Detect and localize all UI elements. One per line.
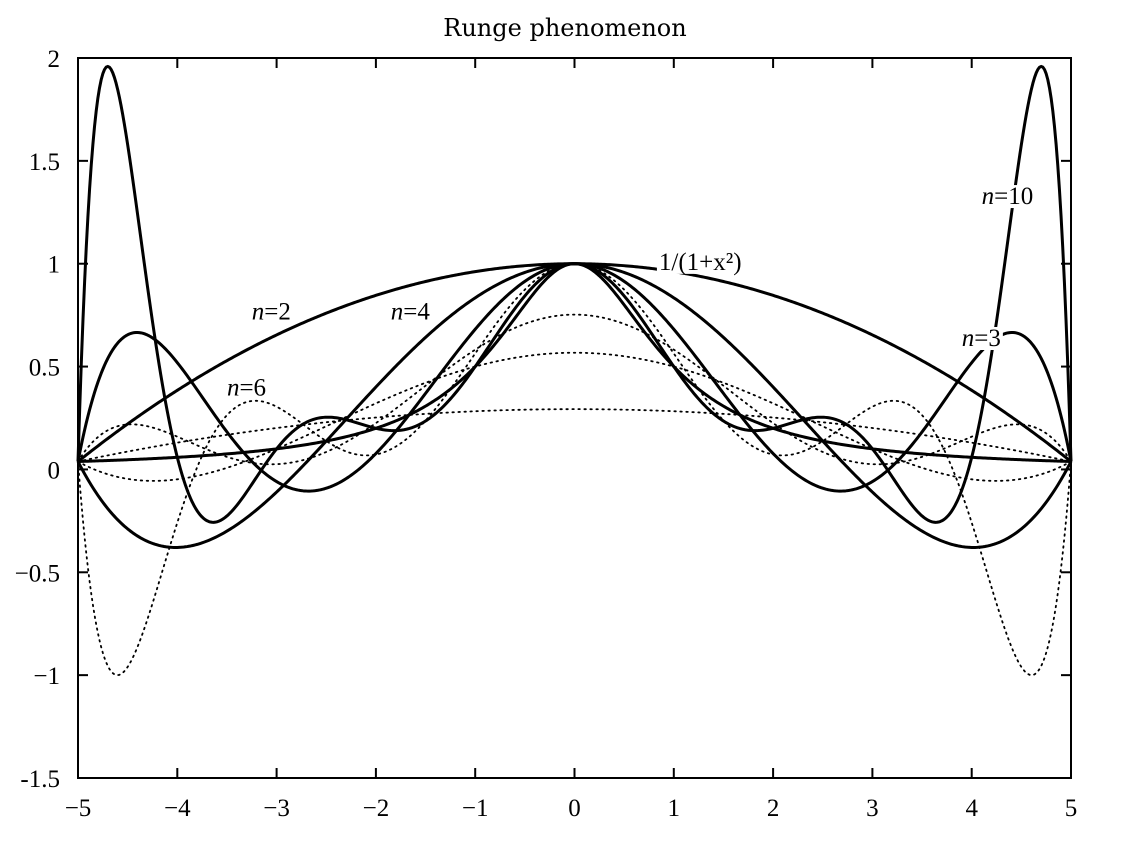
x-tick-label-3: −2	[363, 795, 390, 822]
plot-annotations: n=2 n=4 n=6 n=10 n=3 1/(1+x²)	[224, 183, 1036, 401]
y-tick-label-1: −1	[33, 663, 60, 690]
plot-frame	[77, 57, 1072, 779]
annotation-2: n=6	[224, 374, 269, 401]
y-tick-label-6: 1.5	[29, 149, 60, 176]
x-tick-label-6: 1	[668, 795, 681, 822]
svg-text:1/(1+x²): 1/(1+x²)	[659, 249, 742, 276]
svg-text:n=6: n=6	[227, 374, 266, 401]
y-tick-label-7: 2	[48, 46, 61, 73]
x-axis-ticks: −5 −4 −3 −2 −1 0 1 2 3 4 5	[65, 58, 1078, 822]
x-tick-label-10: 5	[1065, 795, 1078, 822]
y-tick-label-0: -1.5	[20, 766, 60, 793]
series-line-6	[77, 351, 1072, 482]
x-tick-label-2: −3	[263, 795, 290, 822]
svg-text:n=10: n=10	[982, 183, 1034, 210]
plot-curves	[76, 64, 1073, 677]
series-line-4	[76, 64, 1073, 524]
series-line-2	[76, 262, 1073, 549]
annotation-0: n=2	[249, 298, 293, 325]
x-tick-label-1: −4	[164, 795, 191, 822]
x-tick-label-0: −5	[65, 795, 92, 822]
svg-text:n=3: n=3	[962, 325, 1001, 352]
x-tick-label-8: 3	[866, 795, 879, 822]
y-tick-label-2: −0.5	[15, 560, 60, 587]
x-tick-label-9: 4	[965, 795, 978, 822]
series-line-7	[77, 313, 1072, 466]
y-tick-label-3: 0	[48, 457, 61, 484]
y-tick-label-4: 0.5	[29, 355, 60, 382]
annotation-1: n=4	[388, 298, 433, 325]
svg-text:n=2: n=2	[252, 298, 291, 325]
x-tick-label-5: 0	[568, 795, 581, 822]
series-line-8	[77, 262, 1072, 677]
x-tick-label-4: −1	[462, 795, 489, 822]
series-line-5	[77, 408, 1072, 463]
annotation-4: n=3	[959, 325, 1003, 352]
y-tick-label-5: 1	[48, 252, 61, 279]
x-tick-label-7: 2	[767, 795, 780, 822]
y-axis-ticks: -1.5 −1 −0.5 0 0.5 1 1.5 2	[15, 46, 1071, 793]
chart-title: Runge phenomenon	[443, 14, 686, 42]
annotation-5: 1/(1+x²)	[656, 249, 744, 276]
annotation-3: n=10	[979, 183, 1036, 210]
svg-text:n=4: n=4	[391, 298, 431, 325]
